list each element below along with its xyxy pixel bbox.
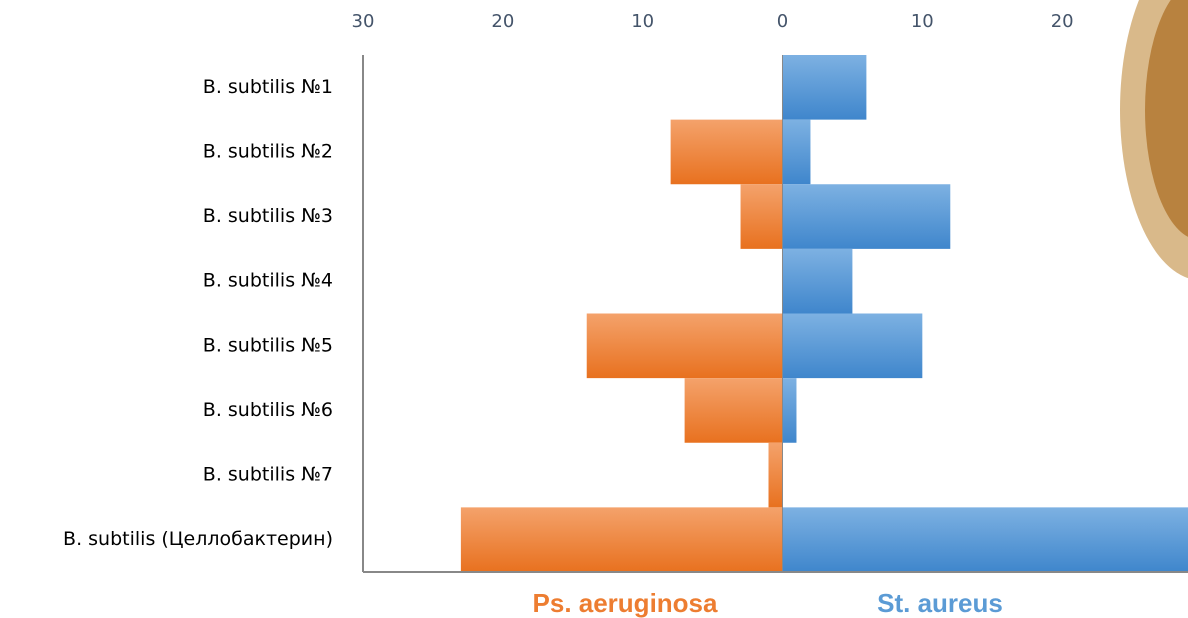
series-label: Ps. aeruginosa: [533, 588, 718, 618]
category-label: B. subtilis №2: [203, 140, 333, 162]
x-tick-label: 20: [1051, 11, 1074, 32]
series-label: St. aureus: [877, 588, 1003, 618]
category-label: B. subtilis (Целлобактерин): [63, 528, 333, 550]
bar: [685, 378, 783, 443]
bar: [782, 249, 852, 314]
bar: [782, 314, 922, 379]
bar: [671, 120, 783, 185]
bar: [461, 507, 783, 572]
x-tick-label: 0: [777, 11, 788, 32]
bar: [769, 443, 783, 508]
x-tick-label: 10: [631, 11, 654, 32]
x-tick-label: 20: [491, 11, 514, 32]
bar: [782, 55, 866, 120]
category-label: B. subtilis №6: [203, 399, 333, 421]
chart: 30 20 10 0 10 20 B. subtilis №1 B. subtilis №2 B…: [0, 0, 1188, 618]
category-label: B. subtilis №4: [203, 270, 333, 292]
category-label: B. subtilis №7: [203, 464, 333, 486]
category-label: B. subtilis №5: [203, 334, 333, 356]
photo: [1120, 0, 1188, 280]
category-label: B. subtilis №1: [203, 76, 333, 98]
x-tick-label: 10: [911, 11, 934, 32]
x-tick-label: 30: [352, 11, 375, 32]
bar: [782, 378, 796, 443]
bar: [587, 314, 783, 379]
bar: [782, 120, 810, 185]
bar: [741, 184, 783, 249]
bar: [782, 184, 950, 249]
bar: [782, 507, 1188, 572]
category-label: B. subtilis №3: [203, 205, 333, 227]
